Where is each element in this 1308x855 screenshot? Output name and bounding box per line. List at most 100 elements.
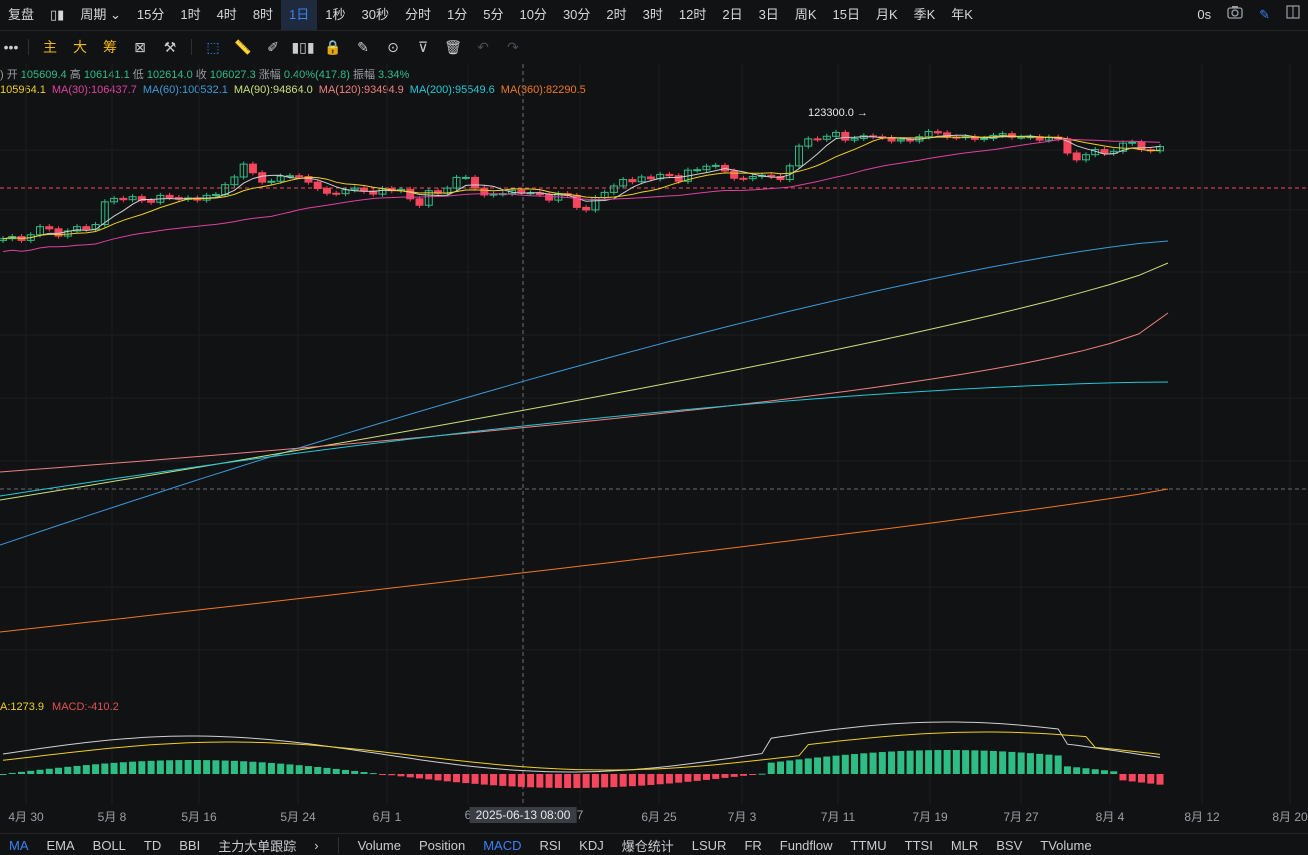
restore-button[interactable]: 复盘 — [8, 7, 35, 22]
sub-indicator-1[interactable]: Position — [418, 837, 466, 853]
macd-bar — [1017, 752, 1025, 774]
sub-indicator-6[interactable]: LSUR — [691, 837, 727, 853]
chart-type-button[interactable]: ▯▮ — [42, 0, 72, 30]
interval-9[interactable]: 5分 — [483, 7, 504, 22]
interval-19[interactable]: 月K — [875, 7, 898, 22]
candles-icon[interactable]: ▮▯▮ — [291, 38, 315, 55]
sub-indicator-0[interactable]: Volume — [357, 837, 401, 853]
main-indicator-3[interactable]: TD — [143, 837, 162, 853]
price-chart[interactable]: 123300.0 → — [0, 64, 1308, 804]
main-indicator-5[interactable]: 主力大单跟踪 — [218, 838, 297, 854]
interval-10[interactable]: 10分 — [519, 7, 547, 22]
ma-legend-item: MA(30):106437.7 — [51, 84, 137, 96]
sub-indicator-9[interactable]: TTMU — [850, 837, 887, 853]
main-indicator-1[interactable]: EMA — [46, 837, 75, 853]
ma-legend-item: MA(90):94864.0 — [233, 84, 313, 96]
interval-5[interactable]: 1秒 — [325, 7, 346, 22]
cursor-select-icon[interactable]: ⬚ — [206, 38, 220, 55]
macd-bar — [610, 774, 618, 788]
interval-4[interactable]: 1日 — [281, 0, 318, 30]
interval-0[interactable]: 15分 — [136, 7, 165, 22]
macd-bar — [712, 774, 720, 779]
period-label: 周期 — [80, 7, 107, 22]
macd-bar — [989, 750, 997, 774]
main-indicator-0[interactable]: MA — [9, 837, 29, 853]
more-icon[interactable]: ••• — [3, 39, 19, 55]
sub-indicator-10[interactable]: TTSI — [904, 837, 933, 853]
macd-bar — [786, 760, 794, 774]
sub-indicator-5[interactable]: 爆仓统计 — [621, 838, 674, 854]
undo-icon[interactable]: ↶ — [477, 38, 489, 55]
main-indicator-4[interactable]: BBI — [179, 837, 201, 853]
magnet-icon[interactable]: ⊙ — [387, 38, 399, 55]
chip-distribution-toggle[interactable]: 筹 — [103, 39, 117, 55]
close-value: 106027.3 — [209, 69, 256, 81]
x-tick-label: 4月 30 — [8, 810, 44, 824]
tools-icon[interactable]: ⚒ — [163, 38, 177, 55]
candle — [276, 175, 285, 182]
interval-3[interactable]: 8时 — [252, 7, 274, 22]
candle — [285, 175, 294, 178]
interval-11[interactable]: 30分 — [562, 7, 591, 22]
open-label: 开 — [6, 69, 18, 81]
macd-bar — [434, 774, 442, 781]
ma120-line — [0, 312, 1169, 473]
interval-14[interactable]: 12时 — [678, 7, 707, 22]
period-dropdown[interactable]: 周期 ⌄ — [72, 0, 129, 30]
high-value: 106141.1 — [83, 69, 130, 81]
macd-bar — [351, 770, 359, 774]
chevron-right-icon[interactable]: › — [314, 837, 319, 853]
macd-bar — [888, 751, 896, 774]
interval-13[interactable]: 3时 — [642, 7, 663, 22]
interval-12[interactable]: 2时 — [606, 7, 627, 22]
candle — [147, 200, 156, 203]
interval-6[interactable]: 30秒 — [361, 7, 389, 22]
trash-icon[interactable]: 🗑 — [444, 38, 462, 55]
sub-indicator-7[interactable]: FR — [744, 837, 762, 853]
note-icon[interactable]: ✎ — [357, 38, 369, 55]
x-axis: 4月 30 5月 8 5月 16 5月 24 6月 1 6 7 6月 25 7月 3 7月 11 7… — [0, 804, 1308, 826]
drawing-toolbar: ••• 主 大 筹 ⊠ ⚒ ⬚ 📏 ✐ ▮▯▮ 🔒 ✎ ⊙ ⊽ 🗑 ↶ ↷ — [0, 31, 1308, 63]
macd-bar — [462, 774, 470, 784]
macd-bar — [638, 774, 646, 786]
interval-21[interactable]: 年K — [951, 7, 973, 22]
macd-bar — [814, 757, 822, 774]
sub-indicator-3[interactable]: RSI — [539, 837, 562, 853]
interval-7[interactable]: 分时 — [404, 7, 431, 22]
interval-16[interactable]: 3日 — [758, 7, 779, 22]
sub-indicator-11[interactable]: MLR — [950, 837, 979, 853]
camera-icon[interactable] — [1219, 0, 1251, 30]
sub-indicator-12[interactable]: BSV — [996, 837, 1023, 853]
sub-indicator-2[interactable]: MACD — [483, 837, 522, 853]
main-indicator-toggle[interactable]: 主 — [43, 39, 57, 55]
interval-17[interactable]: 周K — [794, 7, 817, 22]
main-indicator-2[interactable]: BOLL — [92, 837, 126, 853]
interval-18[interactable]: 15日 — [832, 7, 860, 22]
split-view-icon[interactable] — [1278, 0, 1308, 30]
macd-bar — [999, 751, 1007, 774]
candle — [295, 175, 304, 178]
sub-indicator-13[interactable]: TVolume — [1040, 837, 1092, 853]
macd-bar — [1036, 753, 1044, 774]
interval-15[interactable]: 2日 — [722, 7, 743, 22]
pencil-icon[interactable]: ✎ — [1259, 7, 1270, 22]
interval-8[interactable]: 1分 — [447, 7, 468, 22]
indicator-settings-icon[interactable]: ⊠ — [134, 38, 146, 55]
interval-1[interactable]: 1时 — [180, 7, 201, 22]
interval-20[interactable]: 季K — [913, 7, 936, 22]
sub-indicator-8[interactable]: Fundflow — [779, 837, 833, 853]
filter-icon[interactable]: ⊽ — [417, 38, 429, 55]
macd-bar — [1008, 751, 1016, 774]
macd-bar — [601, 774, 609, 788]
interval-2[interactable]: 4时 — [216, 7, 237, 22]
macd-bar — [702, 774, 710, 780]
top-bar: 复盘 ▯▮ 周期 ⌄ 15分 1时 4时 8时 1日 1秒 30秒 分时 1分 5分 10分 30分 2… — [0, 0, 1308, 31]
redo-icon[interactable]: ↷ — [507, 38, 519, 55]
ruler-icon[interactable]: 📏 — [234, 38, 252, 55]
brush-icon[interactable]: ✐ — [267, 38, 279, 55]
macd-bar — [582, 774, 590, 788]
sub-indicator-4[interactable]: KDJ — [579, 837, 604, 853]
lock-icon[interactable]: 🔒 — [324, 38, 342, 55]
candle — [415, 198, 424, 206]
big-order-toggle[interactable]: 大 — [73, 39, 87, 55]
